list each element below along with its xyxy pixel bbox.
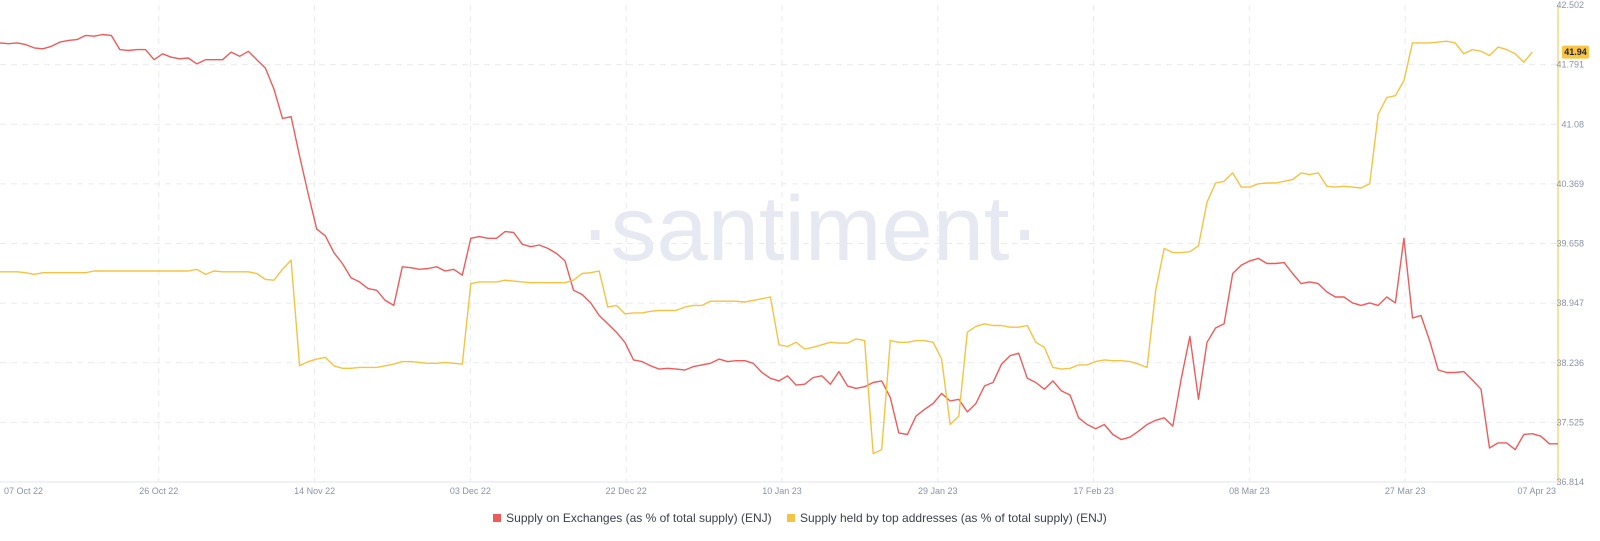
- chart-grid: [0, 5, 1558, 482]
- y-tick-label: 36.814: [1556, 477, 1584, 487]
- x-tick-label: 26 Oct 22: [139, 486, 178, 496]
- x-tick-label: 08 Mar 23: [1229, 486, 1270, 496]
- legend-label-top-addresses: Supply held by top addresses (as % of to…: [799, 511, 1107, 525]
- legend-swatch-top-addresses: [786, 514, 795, 522]
- x-tick-label: 22 Dec 22: [606, 486, 647, 496]
- y-tick-label: 40.369: [1556, 179, 1584, 189]
- x-axis-ticks: 07 Oct 22 26 Oct 22 14 Nov 22 03 Dec 22 22 D…: [4, 486, 1556, 496]
- y-tick-label: 38.947: [1556, 298, 1584, 308]
- series-line-top-addresses: [0, 40, 1533, 455]
- current-value-badge: 41.94: [1562, 45, 1589, 59]
- y-axis-ticks: 42.502 41.791 41.08 40.369 39.658 38.947 38.23…: [1556, 0, 1584, 487]
- y-tick-label: 41.791: [1556, 60, 1584, 70]
- y-tick-label: 39.658: [1556, 239, 1584, 249]
- legend-item-top-addresses[interactable]: Supply held by top addresses (as % of to…: [786, 511, 1107, 525]
- y-tick-label: 41.08: [1561, 119, 1584, 129]
- current-value-badge-text: 41.94: [1564, 47, 1587, 57]
- chart-legend: Supply on Exchanges (as % of total suppl…: [0, 511, 1600, 525]
- x-tick-label: 07 Oct 22: [4, 486, 43, 496]
- x-tick-label: 14 Nov 22: [294, 486, 335, 496]
- series-line-exchanges: [0, 33, 1558, 451]
- watermark-text: ·santiment·: [580, 178, 1040, 280]
- x-tick-label: 07 Apr 23: [1517, 486, 1556, 496]
- x-tick-label: 27 Mar 23: [1385, 486, 1426, 496]
- x-tick-label: 29 Jan 23: [918, 486, 958, 496]
- x-tick-label: 03 Dec 22: [450, 486, 491, 496]
- current-value-badge-bg: [1562, 45, 1589, 59]
- legend-item-exchanges[interactable]: Supply on Exchanges (as % of total suppl…: [493, 511, 772, 525]
- legend-label-exchanges: Supply on Exchanges (as % of total suppl…: [506, 511, 772, 525]
- legend-swatch-exchanges: [493, 514, 502, 522]
- x-tick-label: 17 Feb 23: [1073, 486, 1114, 496]
- x-tick-label: 10 Jan 23: [762, 486, 802, 496]
- y-tick-label: 38.236: [1556, 358, 1584, 368]
- series-layer: [0, 33, 1558, 455]
- y-tick-label: 42.502: [1556, 0, 1584, 10]
- y-tick-label: 37.525: [1556, 417, 1584, 427]
